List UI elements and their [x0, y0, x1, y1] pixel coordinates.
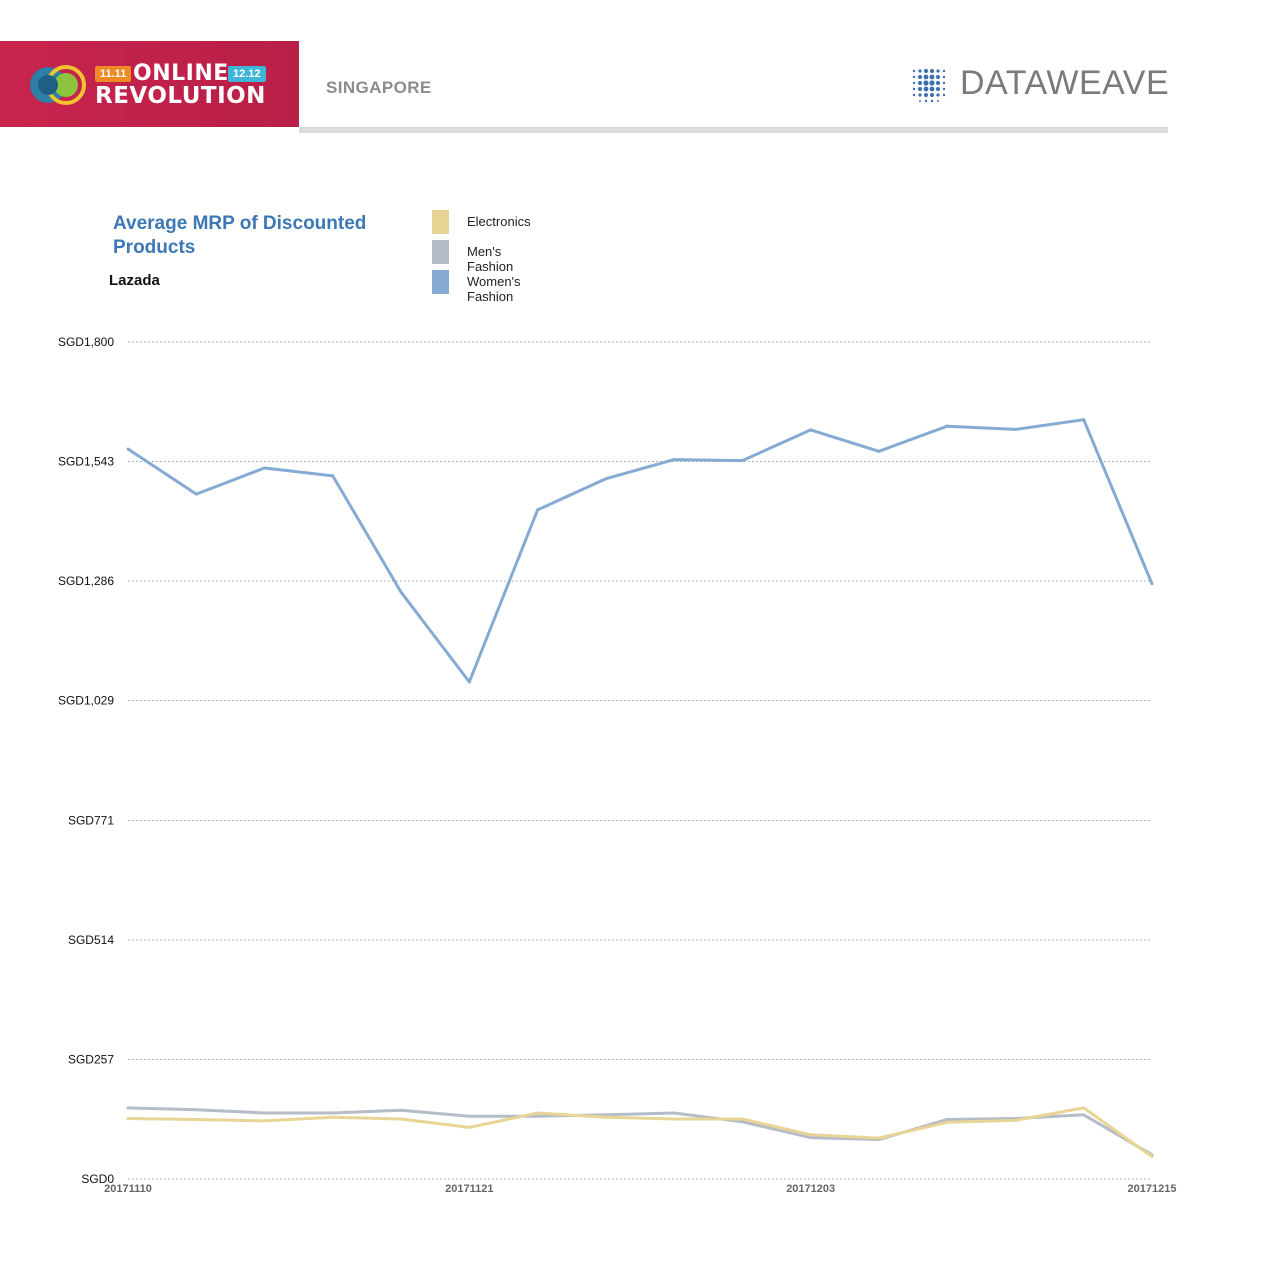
data-point	[126, 447, 130, 451]
y-tick-label: SGD1,286	[58, 574, 114, 588]
data-point	[399, 1117, 403, 1121]
data-point	[399, 590, 403, 594]
data-point	[1150, 582, 1154, 586]
legend-swatch-electronics	[432, 210, 449, 234]
data-point	[536, 508, 540, 512]
header-divider	[299, 127, 1168, 133]
data-point	[126, 1117, 130, 1121]
data-point	[945, 1117, 949, 1121]
data-point	[331, 474, 335, 478]
legend-swatch-womens-fashion	[432, 270, 449, 294]
data-point	[809, 1133, 813, 1137]
data-point	[672, 1117, 676, 1121]
chart-subtitle: Lazada	[109, 272, 160, 289]
data-point	[1013, 427, 1017, 431]
x-tick-label: 20171121	[445, 1183, 493, 1195]
heart-logo-icon	[30, 65, 86, 105]
legend-label-electronics: Electronics	[467, 214, 531, 229]
data-point	[331, 1115, 335, 1119]
data-point	[331, 1111, 335, 1115]
data-point	[467, 1125, 471, 1129]
x-tick-label: 20171110	[104, 1183, 152, 1195]
y-tick-label: SGD1,800	[58, 335, 114, 349]
data-point	[126, 1106, 130, 1110]
data-point	[604, 1115, 608, 1119]
data-point	[672, 458, 676, 462]
data-point	[399, 1108, 403, 1112]
chart-title: Average MRP of Discounted Products	[113, 213, 367, 258]
y-tick-label: SGD1,543	[58, 455, 114, 469]
legend-label-womens-fashion: Women's Fashion	[467, 274, 521, 304]
x-tick-label: 20171203	[786, 1183, 835, 1195]
data-point	[672, 1111, 676, 1115]
data-point	[194, 1117, 198, 1121]
data-point	[1082, 1106, 1086, 1110]
series-line-women-s-fashion	[127, 418, 1154, 684]
y-tick-label: SGD514	[68, 933, 114, 947]
banner-tag-left: 11.11	[95, 66, 132, 82]
region-label: SINGAPORE	[326, 78, 432, 97]
dataweave-logo-icon	[912, 69, 946, 103]
banner-word-revolution: REVOLUTION	[95, 83, 266, 109]
y-tick-label: SGD771	[68, 813, 114, 827]
data-point	[604, 1113, 608, 1117]
data-point	[740, 1120, 744, 1124]
event-banner: 11.11 ONLINE 12.12 REVOLUTION	[0, 41, 299, 127]
y-tick-label: SGD0	[81, 1172, 114, 1186]
data-point	[1150, 1155, 1154, 1159]
data-point	[809, 428, 813, 432]
legend-label-mens-fashion: Men's Fashion	[467, 244, 514, 274]
data-point	[467, 1114, 471, 1118]
x-tick-label: 20171215	[1128, 1183, 1177, 1195]
series-line-men-s-fashion	[127, 1106, 1153, 1157]
legend-swatch-mens-fashion	[432, 240, 449, 264]
data-point	[536, 1114, 540, 1118]
data-point	[1082, 418, 1086, 422]
data-point	[1082, 1113, 1086, 1117]
data-point	[877, 1136, 881, 1140]
y-tick-label: SGD1,029	[58, 694, 114, 708]
data-point	[194, 1108, 198, 1112]
data-point	[1013, 1118, 1017, 1122]
y-tick-label: SGD257	[68, 1052, 114, 1066]
brand-name: DATAWEAVE	[960, 64, 1170, 102]
data-point	[740, 459, 744, 463]
data-point	[945, 1120, 949, 1124]
series-line-electronics	[127, 1106, 1153, 1158]
data-point	[194, 492, 198, 496]
data-point	[263, 1119, 267, 1123]
data-point	[263, 466, 267, 470]
data-point	[945, 424, 949, 428]
data-point	[263, 1111, 267, 1115]
data-point	[740, 1117, 744, 1121]
data-point	[467, 680, 471, 684]
banner-tag-right: 12.12	[228, 66, 266, 82]
data-point	[604, 477, 608, 481]
banner-word-online: ONLINE	[133, 61, 229, 86]
data-point	[536, 1111, 540, 1115]
data-point	[809, 1136, 813, 1140]
data-point	[877, 449, 881, 453]
